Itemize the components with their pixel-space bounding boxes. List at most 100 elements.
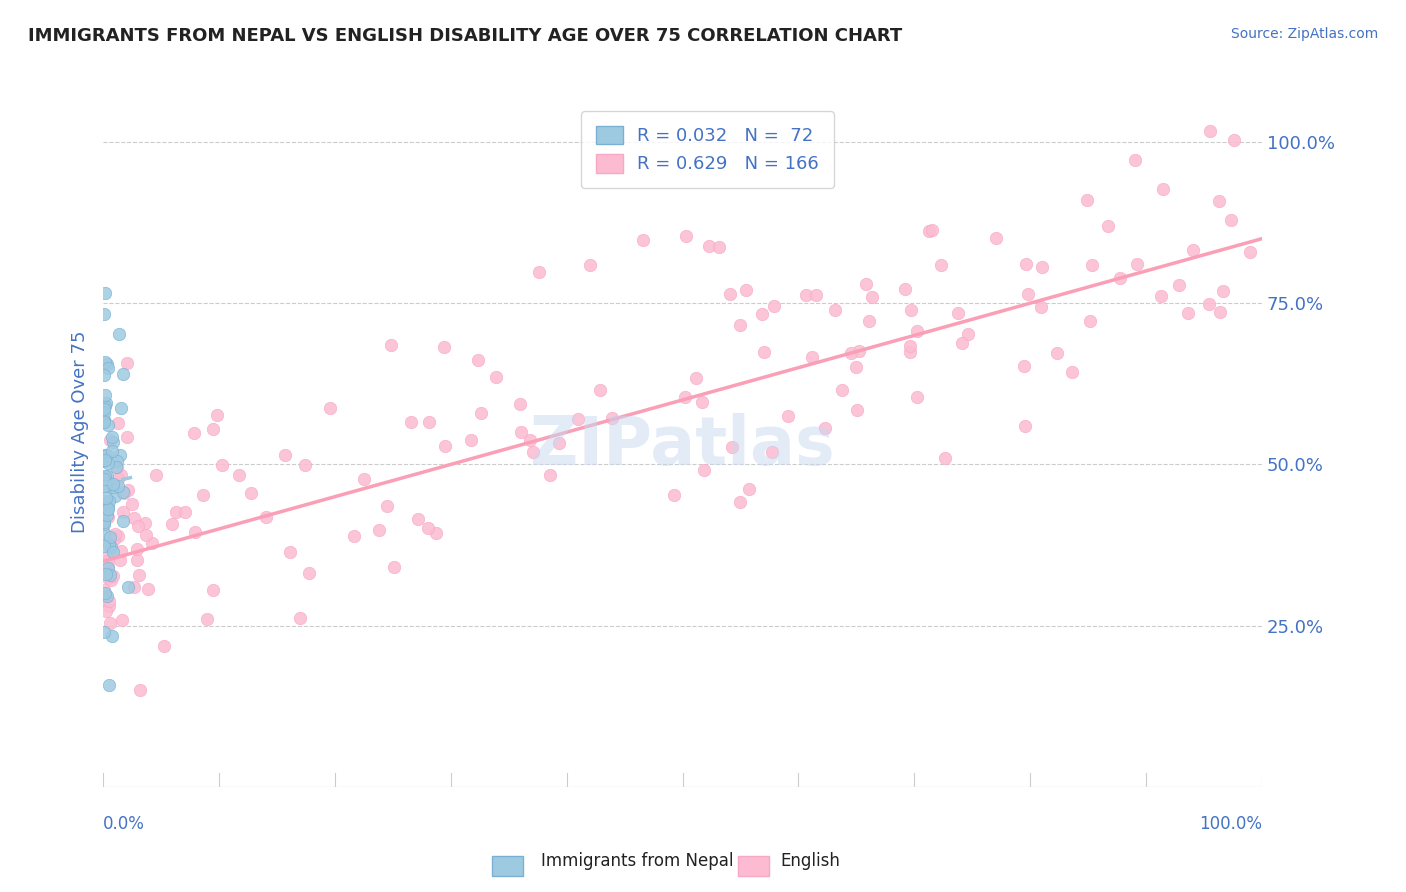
Point — [173, 505, 195, 519]
Point — [117, 483, 139, 498]
Point — [183, 425, 205, 440]
Point — [93, 401, 115, 415]
Point — [93, 413, 115, 427]
Point — [97, 549, 120, 563]
Point — [96, 448, 118, 462]
Point — [1014, 419, 1036, 434]
Point — [93, 414, 115, 428]
Point — [96, 508, 118, 523]
Point — [801, 351, 824, 365]
Point — [898, 339, 921, 353]
Point — [93, 539, 115, 553]
Point — [111, 613, 134, 627]
Point — [93, 493, 115, 508]
Point — [93, 495, 115, 509]
Point — [94, 604, 117, 618]
Point — [918, 224, 941, 238]
Point — [934, 450, 956, 465]
Point — [93, 516, 115, 531]
Point — [709, 240, 731, 254]
Point — [1097, 219, 1119, 234]
Point — [93, 401, 115, 416]
Point — [93, 625, 115, 640]
Point — [125, 553, 148, 567]
Point — [141, 535, 163, 549]
Point — [519, 433, 541, 447]
Point — [97, 500, 120, 514]
Point — [100, 429, 122, 443]
Point — [343, 528, 366, 542]
Point — [1177, 306, 1199, 320]
Point — [855, 277, 877, 291]
Point — [602, 411, 624, 425]
Point — [127, 518, 149, 533]
Point — [110, 553, 132, 567]
Point — [633, 234, 655, 248]
Point — [104, 527, 127, 541]
Text: 0.0%: 0.0% — [103, 815, 145, 833]
Point — [735, 283, 758, 297]
Point — [97, 456, 120, 470]
Point — [93, 507, 115, 521]
Point — [1219, 213, 1241, 227]
Point — [97, 593, 120, 607]
Point — [93, 368, 115, 382]
Point — [1239, 245, 1261, 260]
Point — [184, 524, 207, 539]
Point — [128, 567, 150, 582]
Point — [112, 368, 135, 382]
Point — [94, 453, 117, 467]
Text: ZIPatlas: ZIPatlas — [530, 413, 835, 479]
Point — [107, 417, 129, 431]
Point — [96, 589, 118, 603]
Point — [589, 383, 612, 397]
Point — [240, 486, 263, 500]
Point — [93, 583, 115, 598]
Point — [94, 491, 117, 505]
Point — [103, 480, 125, 494]
Point — [814, 421, 837, 435]
Point — [721, 441, 744, 455]
Point — [135, 528, 157, 542]
Point — [100, 540, 122, 554]
Point — [675, 229, 697, 244]
Point — [101, 629, 124, 643]
Point — [1017, 287, 1039, 301]
Point — [110, 448, 132, 462]
Point — [98, 493, 121, 508]
Point — [298, 566, 321, 580]
Point — [1152, 182, 1174, 196]
Point — [110, 544, 132, 558]
Point — [280, 545, 302, 559]
Point — [111, 514, 134, 528]
Point — [950, 336, 973, 351]
Point — [97, 417, 120, 432]
Point — [93, 406, 115, 420]
Point — [165, 505, 187, 519]
Point — [96, 479, 118, 493]
Point — [274, 448, 297, 462]
Point — [353, 472, 375, 486]
Point — [728, 494, 751, 508]
Point — [93, 454, 115, 468]
Point — [693, 463, 716, 477]
Point — [205, 408, 228, 422]
Point — [93, 478, 115, 492]
Point — [94, 448, 117, 462]
Point — [1150, 289, 1173, 303]
Point — [1212, 284, 1234, 298]
Point — [94, 388, 117, 402]
Point — [115, 356, 138, 370]
Point — [382, 559, 405, 574]
Point — [93, 516, 115, 530]
Point — [93, 416, 115, 430]
Point — [117, 580, 139, 594]
Point — [1060, 366, 1083, 380]
Point — [93, 450, 115, 465]
Point — [128, 683, 150, 698]
Point — [105, 453, 128, 467]
Point — [794, 287, 817, 301]
Point — [98, 433, 121, 447]
Point — [509, 397, 531, 411]
Point — [94, 500, 117, 514]
